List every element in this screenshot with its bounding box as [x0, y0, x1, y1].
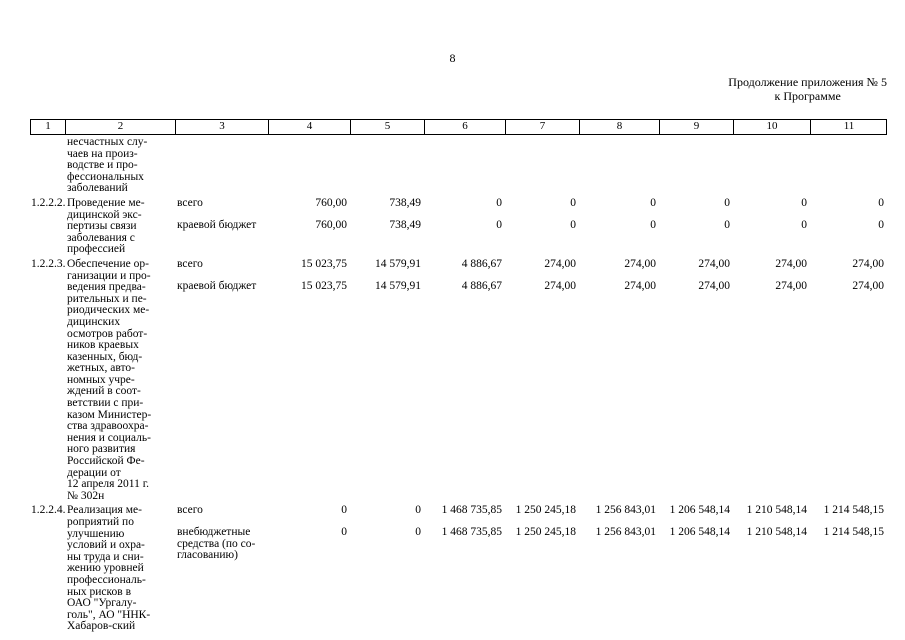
value-cell: 0: [415, 504, 421, 517]
row-values: всего 0 0 1 468 735,85 1 250 245,18 1 25…: [175, 505, 887, 633]
value-cell: 274,00: [698, 279, 730, 292]
column-header: 6: [425, 120, 506, 134]
value-cell: 274,00: [624, 279, 656, 292]
funding-source-cell: внебюджетные средства (по со- гласованию…: [177, 526, 256, 562]
value-cell: 0: [801, 218, 807, 231]
value-cell: 274,00: [624, 257, 656, 270]
row-number-cell: 1.2.2.3.: [31, 257, 66, 270]
row-values: [175, 137, 887, 195]
value-cell: 274,00: [775, 279, 807, 292]
value-cell: 0: [415, 526, 421, 538]
value-cell: 0: [801, 196, 807, 209]
value-cell: 4 886,67: [461, 257, 502, 270]
value-cell: 0: [724, 218, 730, 231]
table-row: несчастных слу- чаев на произ- водстве и…: [30, 136, 887, 195]
value-cell: 0: [878, 196, 884, 209]
continuation-line1: Продолжение приложения № 5: [728, 75, 887, 89]
column-header: 7: [506, 120, 580, 134]
value-cell: 0: [724, 196, 730, 209]
value-cell: 1 210 548,14: [746, 526, 807, 538]
row-number-cell: 1.2.2.4.: [31, 504, 66, 517]
column-header: 4: [269, 120, 351, 134]
funding-source-cell: краевой бюджет: [177, 279, 257, 292]
value-cell: 15 023,75: [301, 279, 347, 292]
table-row: 1.2.2.4. Реализация ме- роприятий по улу…: [30, 505, 887, 633]
value-cell: 738,49: [389, 196, 421, 209]
value-cell: 1 468 735,85: [441, 504, 502, 517]
value-cell: 1 468 735,85: [441, 526, 502, 538]
value-cell: 274,00: [698, 257, 730, 270]
value-cell: 0: [650, 218, 656, 231]
table-row: 1.2.2.3. Обеспечение ор- ганизации и про…: [30, 257, 887, 502]
value-cell: 14 579,91: [375, 257, 421, 270]
value-cell: 274,00: [852, 257, 884, 270]
value-cell: 0: [650, 196, 656, 209]
value-cell: 274,00: [544, 279, 576, 292]
value-cell: 15 023,75: [301, 257, 347, 270]
value-cell: 1 206 548,14: [669, 504, 730, 517]
column-header: 9: [660, 120, 734, 134]
value-cell: 4 886,67: [461, 279, 502, 292]
funding-source-cell: всего: [177, 504, 203, 517]
value-cell: 1 250 245,18: [515, 526, 576, 538]
funding-subrow: внебюджетные средства (по со- гласованию…: [175, 526, 887, 562]
value-cell: 1 256 843,01: [595, 526, 656, 538]
funding-subrow: краевой бюджет 15 023,75 14 579,91 4 886…: [175, 279, 887, 293]
column-header: 8: [580, 120, 660, 134]
funding-source-cell: краевой бюджет: [177, 218, 257, 231]
table-body: несчастных слу- чаев на произ- водстве и…: [30, 136, 887, 633]
value-cell: 0: [570, 218, 576, 231]
funding-subrow: краевой бюджет 760,00 738,49 0 0 0 0 0 0: [175, 218, 887, 232]
row-values: всего 760,00 738,49 0 0 0 0 0 0 краевой …: [175, 196, 887, 256]
funding-subrow: всего 760,00 738,49 0 0 0 0 0 0: [175, 196, 887, 210]
table-row: 1.2.2.2. Проведение ме- дицинской экс- п…: [30, 196, 887, 256]
value-cell: 760,00: [315, 218, 347, 231]
row-number-cell: 1.2.2.2.: [31, 196, 66, 209]
value-cell: 0: [878, 218, 884, 231]
funding-subrow: всего 0 0 1 468 735,85 1 250 245,18 1 25…: [175, 505, 887, 517]
value-cell: 274,00: [544, 257, 576, 270]
column-header: 10: [734, 120, 811, 134]
value-cell: 738,49: [389, 218, 421, 231]
activity-name-cell: несчастных слу- чаев на произ- водстве и…: [67, 136, 148, 195]
value-cell: 274,00: [852, 279, 884, 292]
column-header: 1: [31, 120, 66, 134]
funding-source-cell: всего: [177, 196, 203, 209]
activity-name-cell: Обеспечение ор- ганизации и про- ведения…: [67, 257, 152, 502]
value-cell: 274,00: [775, 257, 807, 270]
value-cell: 0: [570, 196, 576, 209]
activity-name-cell: Реализация ме- роприятий по улучшению ус…: [67, 504, 151, 633]
column-header: 5: [351, 120, 425, 134]
value-cell: 1 250 245,18: [515, 504, 576, 517]
row-values: всего 15 023,75 14 579,91 4 886,67 274,0…: [175, 257, 887, 502]
funding-subrow: всего 15 023,75 14 579,91 4 886,67 274,0…: [175, 257, 887, 271]
value-cell: 1 210 548,14: [746, 504, 807, 517]
value-cell: 0: [341, 526, 347, 538]
value-cell: 1 206 548,14: [669, 526, 730, 538]
value-cell: 0: [341, 504, 347, 517]
table-header-row: 1 2 3 4 5 6 7 8 9 10 11: [30, 119, 887, 135]
activity-name-cell: Проведение ме- дицинской экс- пертизы св…: [67, 196, 145, 256]
value-cell: 14 579,91: [375, 279, 421, 292]
value-cell: 0: [496, 218, 502, 231]
value-cell: 1 214 548,15: [823, 504, 884, 517]
value-cell: 1 256 843,01: [595, 504, 656, 517]
value-cell: 1 214 548,15: [823, 526, 884, 538]
program-table: 1 2 3 4 5 6 7 8 9 10 11 несчастных слу- …: [30, 119, 887, 636]
column-header: 2: [66, 120, 176, 134]
column-header: 11: [843, 120, 855, 132]
value-cell: 760,00: [315, 196, 347, 209]
value-cell: 0: [496, 196, 502, 209]
funding-source-cell: всего: [177, 257, 203, 270]
column-header: 3: [176, 120, 269, 134]
continuation-line2: к Программе: [774, 89, 841, 103]
row-number-cell: [30, 137, 65, 195]
page-number: 8: [449, 51, 456, 65]
appendix-continuation: Продолжение приложения № 5 к Программе: [728, 75, 887, 103]
